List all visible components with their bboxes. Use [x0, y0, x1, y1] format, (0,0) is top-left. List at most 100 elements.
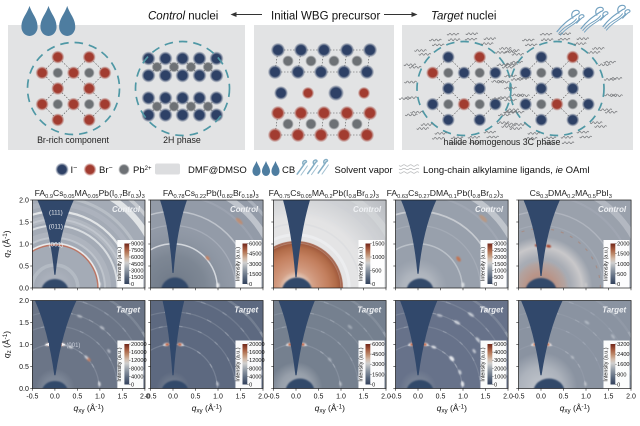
svg-text:CB: CB — [282, 165, 295, 176]
svg-text:2.0: 2.0 — [19, 298, 29, 305]
svg-text:Target: Target — [234, 306, 258, 315]
svg-text:Control: Control — [230, 205, 259, 214]
svg-text:(011): (011) — [49, 224, 63, 231]
svg-text:1.5: 1.5 — [236, 394, 246, 401]
svg-text:qz (Å-1): qz (Å-1) — [2, 230, 14, 257]
svg-text:3000: 3000 — [131, 269, 143, 275]
svg-text:2H phase: 2H phase — [163, 135, 201, 145]
svg-text:0.5: 0.5 — [559, 394, 569, 401]
svg-text:16000: 16000 — [131, 350, 147, 356]
svg-text:0.5: 0.5 — [73, 394, 83, 401]
svg-text:8000: 8000 — [249, 366, 261, 372]
svg-text:0.0: 0.0 — [50, 394, 60, 401]
svg-text:4500: 4500 — [249, 252, 261, 258]
svg-text:2000: 2000 — [494, 255, 506, 261]
svg-text:1.5: 1.5 — [481, 394, 491, 401]
svg-text:0.0: 0.0 — [19, 285, 29, 292]
svg-text:12000: 12000 — [131, 358, 147, 364]
svg-text:-0.5: -0.5 — [267, 394, 279, 401]
svg-text:Intensity (a.u.): Intensity (a.u.) — [358, 247, 364, 281]
svg-text:2.0: 2.0 — [503, 394, 513, 401]
svg-text:0.0: 0.0 — [168, 394, 178, 401]
svg-text:1.0: 1.0 — [213, 394, 223, 401]
svg-text:500: 500 — [494, 275, 503, 281]
svg-text:7500: 7500 — [131, 248, 143, 254]
svg-text:6000: 6000 — [249, 242, 261, 248]
svg-text:-0.5: -0.5 — [144, 394, 156, 401]
svg-text:1500: 1500 — [494, 262, 506, 268]
svg-text:0.0: 0.0 — [413, 394, 423, 401]
svg-text:-0.5: -0.5 — [389, 394, 401, 401]
svg-text:Control nuclei: Control nuclei — [148, 11, 218, 23]
svg-text:-0.5: -0.5 — [26, 394, 38, 401]
svg-text:0: 0 — [617, 383, 620, 389]
svg-text:2.0: 2.0 — [258, 394, 268, 401]
svg-text:Control: Control — [598, 205, 627, 214]
svg-text:3000: 3000 — [494, 242, 506, 248]
svg-text:4000: 4000 — [131, 374, 143, 380]
svg-text:Intensity (a.u.): Intensity (a.u.) — [480, 247, 486, 281]
svg-text:4500: 4500 — [131, 262, 143, 268]
svg-text:4000: 4000 — [249, 374, 261, 380]
svg-text:qxy (Å-1): qxy (Å-1) — [74, 403, 105, 415]
svg-text:1500: 1500 — [131, 275, 143, 281]
svg-text:0: 0 — [494, 282, 497, 288]
svg-text:2400: 2400 — [617, 352, 629, 358]
svg-text:1.5: 1.5 — [19, 219, 29, 226]
svg-text:Target: Target — [116, 306, 140, 315]
svg-text:9000: 9000 — [131, 242, 143, 248]
svg-text:Target: Target — [602, 306, 626, 315]
svg-text:Solvent vapor: Solvent vapor — [335, 165, 393, 176]
svg-text:0: 0 — [372, 383, 375, 389]
svg-text:0: 0 — [249, 383, 252, 389]
svg-text:Intensity (a.u.): Intensity (a.u.) — [480, 347, 486, 381]
svg-text:1.0: 1.0 — [336, 394, 346, 401]
svg-text:4500: 4500 — [372, 352, 384, 358]
svg-text:0.0: 0.0 — [19, 386, 29, 393]
svg-text:Intensity (a.u.): Intensity (a.u.) — [603, 247, 609, 281]
svg-text:Intensity (a.u.): Intensity (a.u.) — [235, 347, 241, 381]
svg-text:16000: 16000 — [249, 350, 265, 356]
svg-text:1600: 1600 — [617, 362, 629, 368]
svg-text:1000: 1000 — [617, 262, 629, 268]
svg-text:3000: 3000 — [494, 358, 506, 364]
svg-text:500: 500 — [617, 272, 626, 278]
svg-text:0: 0 — [617, 282, 620, 288]
svg-text:Cs0.3DMA0.2MA0.5PbI3: Cs0.3DMA0.2MA0.5PbI3 — [530, 188, 612, 200]
svg-text:3200: 3200 — [617, 342, 629, 348]
svg-text:Long-chain alkylamine ligands,: Long-chain alkylamine ligands, ie OAmI — [423, 165, 590, 176]
svg-text:Intensity (a.u.): Intensity (a.u.) — [603, 347, 609, 381]
svg-text:0.5: 0.5 — [19, 364, 29, 371]
svg-text:6000: 6000 — [372, 342, 384, 348]
svg-text:1500: 1500 — [372, 372, 384, 378]
svg-text:Intensity (a.u.): Intensity (a.u.) — [235, 247, 241, 281]
svg-text:FA0.75Cs0.05MA0.2Pb(I0.8Br0.2): FA0.75Cs0.05MA0.2Pb(I0.8Br0.2)3 — [269, 188, 379, 200]
svg-text:0.5: 0.5 — [191, 394, 201, 401]
svg-text:5000: 5000 — [494, 342, 506, 348]
svg-text:(001): (001) — [66, 343, 80, 349]
svg-text:1500: 1500 — [617, 252, 629, 258]
svg-text:Intensity (a.u.): Intensity (a.u.) — [358, 347, 364, 381]
svg-text:Control: Control — [112, 205, 141, 214]
svg-text:800: 800 — [617, 372, 626, 378]
svg-text:2.0: 2.0 — [140, 394, 150, 401]
svg-text:20000: 20000 — [131, 342, 147, 348]
svg-text:1.0: 1.0 — [19, 342, 29, 349]
svg-text:Intensity (a.u.): Intensity (a.u.) — [117, 247, 123, 281]
svg-text:Target: Target — [479, 306, 503, 315]
svg-text:Target: Target — [357, 306, 381, 315]
svg-text:halide homogenous 3C phase: halide homogenous 3C phase — [444, 137, 561, 147]
svg-text:3000: 3000 — [372, 362, 384, 368]
svg-text:(111): (111) — [49, 209, 63, 216]
svg-text:qxy (Å-1): qxy (Å-1) — [560, 403, 591, 415]
svg-text:1000: 1000 — [494, 269, 506, 275]
svg-text:0.5: 0.5 — [19, 263, 29, 270]
svg-text:2.0: 2.0 — [19, 197, 29, 204]
svg-text:0: 0 — [372, 282, 375, 288]
svg-text:Br-rich component: Br-rich component — [37, 135, 109, 145]
svg-text:2.0: 2.0 — [626, 394, 636, 401]
svg-text:12000: 12000 — [249, 358, 265, 364]
svg-text:6000: 6000 — [131, 255, 143, 261]
svg-text:1.0: 1.0 — [19, 241, 29, 248]
svg-text:1000: 1000 — [494, 374, 506, 380]
